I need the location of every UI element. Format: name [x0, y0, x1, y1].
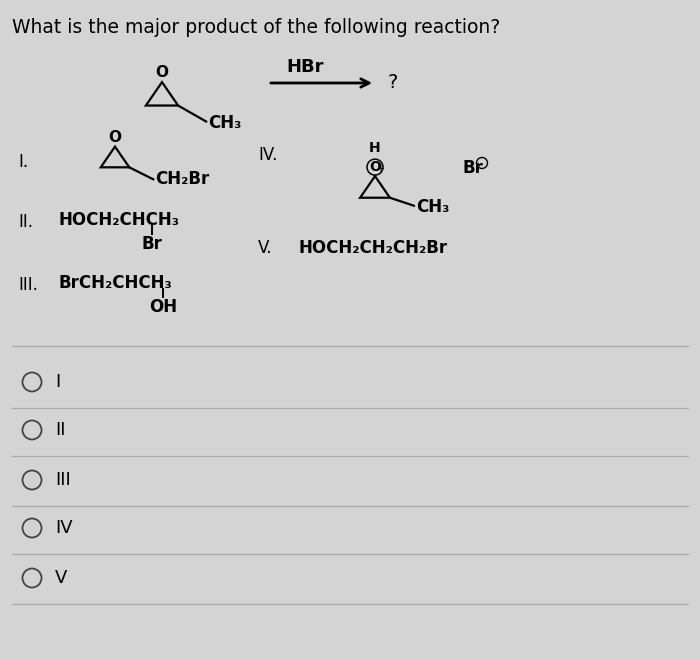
Text: H: H — [369, 141, 381, 155]
Text: II: II — [55, 421, 66, 439]
Text: V: V — [55, 569, 67, 587]
Text: ?: ? — [388, 73, 398, 92]
Text: IV: IV — [55, 519, 73, 537]
Text: CH₂Br: CH₂Br — [155, 170, 209, 188]
Text: +: + — [376, 164, 384, 174]
Text: IV.: IV. — [258, 146, 277, 164]
Text: What is the major product of the following reaction?: What is the major product of the followi… — [12, 18, 500, 37]
Text: O: O — [369, 160, 381, 174]
Text: OH: OH — [149, 298, 177, 316]
Text: Br: Br — [141, 235, 162, 253]
Text: V.: V. — [258, 239, 272, 257]
Text: O: O — [155, 65, 169, 80]
Text: III: III — [55, 471, 71, 489]
Text: BrCH₂CHCH₃: BrCH₂CHCH₃ — [58, 274, 171, 292]
Text: HBr: HBr — [286, 58, 323, 76]
Text: CH₃: CH₃ — [208, 114, 241, 131]
Text: Br: Br — [462, 159, 483, 177]
Text: III.: III. — [18, 276, 38, 294]
Text: O: O — [108, 129, 122, 145]
Text: II.: II. — [18, 213, 33, 231]
Text: I.: I. — [18, 153, 28, 171]
Text: HOCH₂CH₂CH₂Br: HOCH₂CH₂CH₂Br — [298, 239, 447, 257]
Text: I: I — [55, 373, 60, 391]
Text: CH₃: CH₃ — [416, 198, 449, 216]
Text: HOCH₂CHCH₃: HOCH₂CHCH₃ — [58, 211, 179, 229]
